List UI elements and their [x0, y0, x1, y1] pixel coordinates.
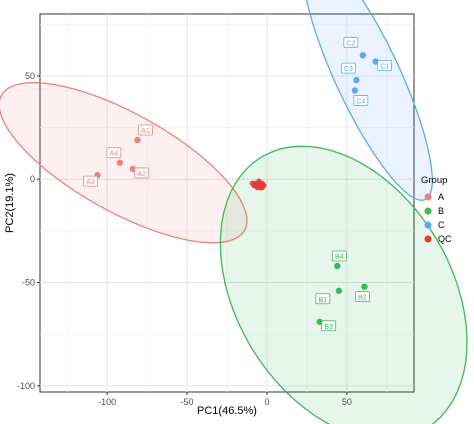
legend-label-qc: QC	[438, 234, 452, 244]
point-b3	[316, 318, 323, 325]
legend: Group ABC QC	[421, 175, 452, 244]
point-c1	[372, 58, 379, 65]
legend-label-a: A	[438, 192, 444, 202]
ellipse-b	[219, 145, 468, 424]
x-axis-title: PC1(46.5%)	[197, 405, 257, 417]
point-label-box	[106, 147, 122, 159]
legend-key-a	[424, 193, 432, 201]
point-a4	[116, 159, 124, 166]
ellipse-c	[305, 0, 433, 201]
point-label-box	[343, 36, 359, 48]
y-tick-label: -50	[22, 278, 35, 288]
x-tick-label: 0	[264, 397, 269, 407]
point-b1	[335, 287, 343, 294]
y-tick-label: 0	[30, 174, 35, 184]
x-tick-label: -100	[98, 397, 116, 407]
point-label-box	[83, 175, 98, 187]
point-label: C4	[356, 98, 365, 105]
point-label: A1	[141, 128, 150, 135]
point-label-box	[353, 95, 369, 106]
point-b4	[334, 262, 341, 270]
point-label-box	[355, 291, 370, 303]
x-tick-label: -50	[181, 397, 194, 407]
point-qc	[256, 178, 262, 185]
point-label-box	[315, 293, 331, 305]
point-qc	[249, 180, 256, 187]
grid-lines	[40, 14, 414, 392]
point-label: C2	[346, 40, 355, 47]
point-a1	[134, 136, 141, 144]
point-c4	[351, 87, 359, 94]
legend-key-qc	[424, 235, 432, 243]
point-label-box	[321, 320, 337, 332]
legend-title: Group	[421, 175, 447, 186]
point-label-box	[134, 167, 150, 179]
axes: -100 -50 0 50 -100 -50 0 50	[17, 71, 352, 407]
y-axis-title: PC2(19.1%)	[4, 173, 16, 233]
point-label-box	[331, 250, 347, 262]
x-tick-label: 50	[342, 397, 352, 407]
legend-key-b	[424, 207, 432, 215]
point-label-box	[377, 60, 393, 71]
point-c2	[359, 52, 367, 59]
point-label-box	[341, 62, 356, 74]
point-c3	[353, 76, 360, 84]
point-label: A4	[110, 151, 119, 158]
point-label: C1	[380, 64, 389, 71]
point-label: B4	[335, 254, 344, 261]
point-qc	[259, 184, 265, 191]
point-b2	[361, 283, 368, 290]
legend-label-c: C	[438, 220, 445, 230]
y-tick-label: -100	[17, 381, 35, 391]
point-label-box	[138, 124, 153, 136]
point-a2	[129, 165, 136, 173]
ellipse-a	[0, 82, 248, 244]
point-label: B2	[358, 295, 367, 302]
point-label: B1	[319, 297, 328, 304]
point-labels: A1 A2 A3 A4 B1 B2 B3 B4 C1 C2 C3 C4	[83, 36, 393, 332]
point-label: A2	[137, 171, 146, 178]
legend-label-b: B	[438, 206, 444, 216]
y-tick-label: 50	[25, 71, 35, 81]
point-label: B3	[324, 324, 333, 331]
data-points	[94, 52, 379, 325]
point-label: A3	[86, 179, 95, 186]
point-label: C3	[344, 66, 353, 73]
legend-key-c	[424, 221, 432, 229]
